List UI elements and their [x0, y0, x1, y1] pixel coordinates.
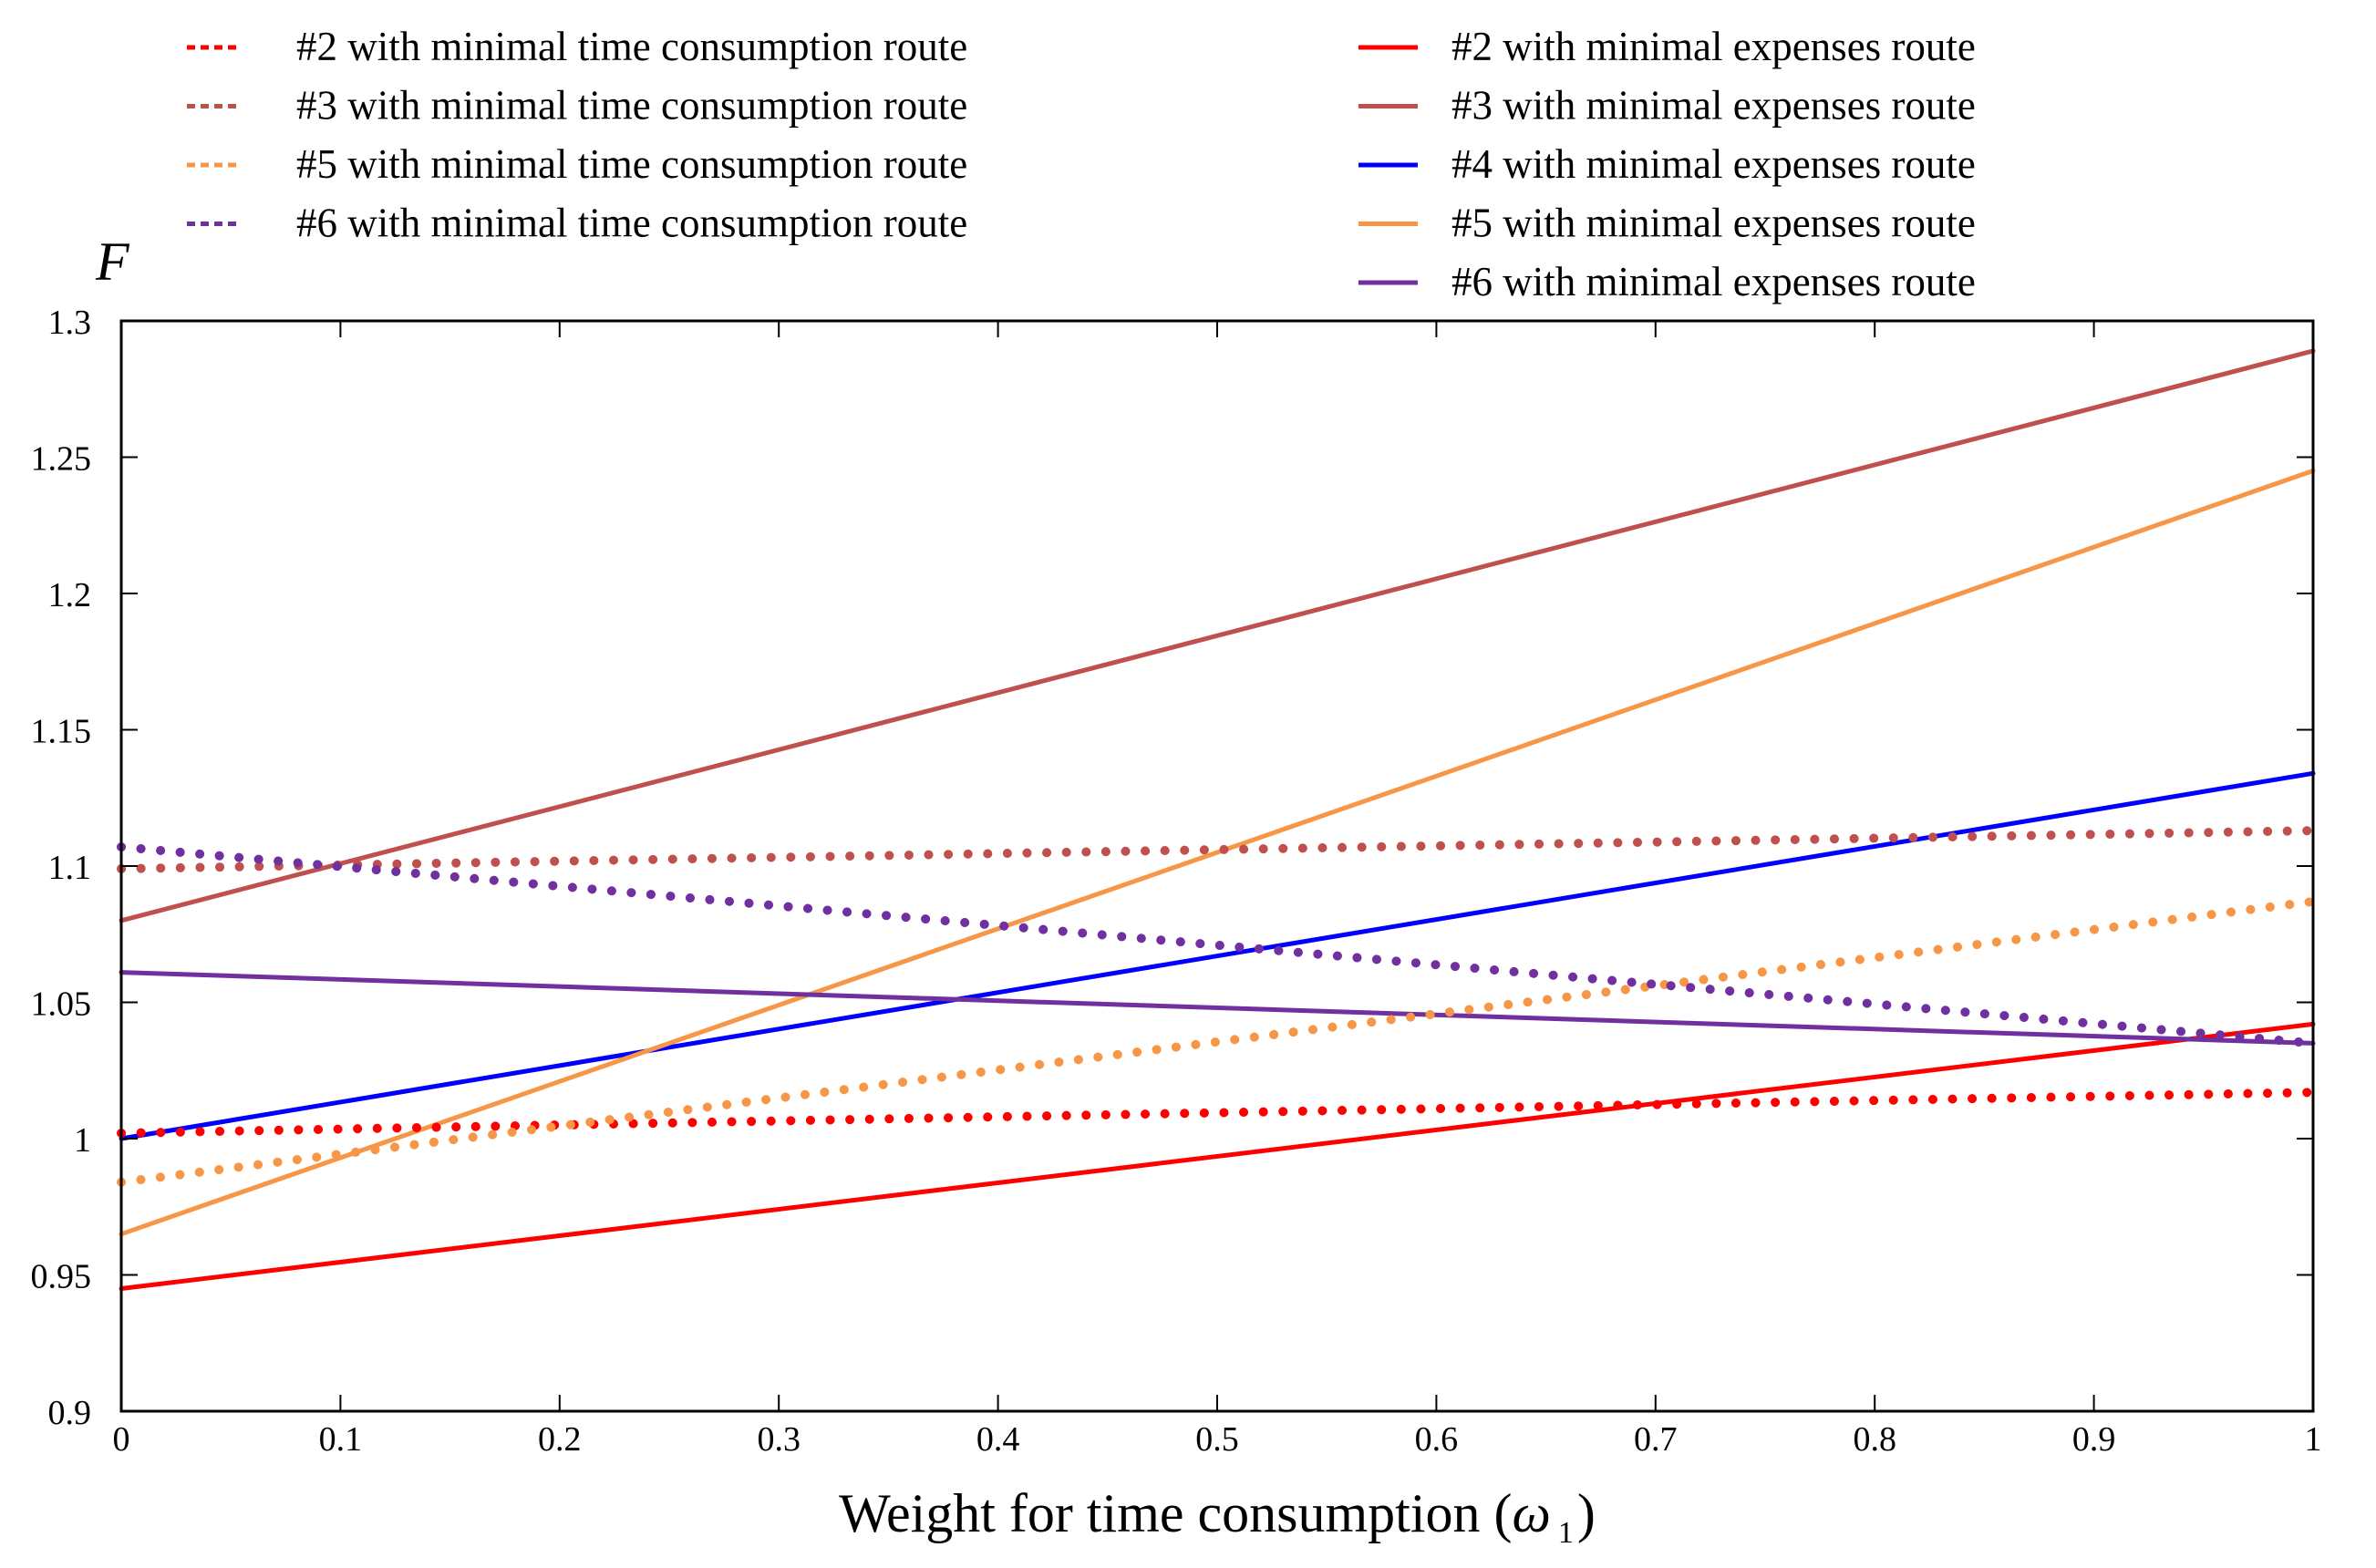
y-tick-label: 0.9: [48, 1394, 92, 1432]
y-tick-label: 1.1: [48, 849, 92, 887]
x-tick-label: 1: [2305, 1420, 2322, 1459]
legend-item: #2 with minimal time consumption route: [187, 24, 967, 69]
y-tick-label: 1.2: [48, 576, 92, 614]
y-tick-label: 0.95: [31, 1258, 92, 1296]
x-tick-label: 0.8: [1853, 1420, 1896, 1459]
series-line-6-with-minimal-time-consumption-route: [117, 842, 2318, 1048]
x-tick-label: 0.1: [319, 1420, 363, 1459]
series-line-3-with-minimal-expenses-route: [119, 348, 2316, 923]
x-axis-title-text: Weight for time consumption (ω 1): [839, 1483, 1596, 1550]
y-tick-label: 1.05: [31, 985, 92, 1024]
x-tick-label: 0: [113, 1420, 130, 1459]
legend-item: #2 with minimal expenses route: [1358, 24, 1976, 69]
legend-label: #3 with minimal expenses route: [1451, 83, 1976, 129]
legend-label: #4 with minimal expenses route: [1451, 141, 1976, 187]
legend-label: #2 with minimal expenses route: [1451, 24, 1976, 69]
legend-item: #3 with minimal time consumption route: [187, 83, 967, 129]
legend-label: #2 with minimal time consumption route: [296, 24, 967, 69]
legend-item: #3 with minimal expenses route: [1358, 83, 1976, 129]
legend-label: #5 with minimal expenses route: [1451, 201, 1976, 246]
legend: #2 with minimal time consumption route #3…: [187, 24, 1976, 304]
legend-label: #3 with minimal time consumption route: [296, 83, 967, 129]
y-tick-label: 1.15: [31, 713, 92, 751]
series-line-2-with-minimal-expenses-route: [119, 1021, 2316, 1291]
x-tick-label: 0.2: [538, 1420, 582, 1459]
x-tick-label: 0.9: [2072, 1420, 2116, 1459]
axis-ticks: 0 0.1 0.2 0.3 0.4 0.5 0.6 0.7 0.8 0.9 1 0.9 0.95 1 1.0…: [31, 304, 2322, 1459]
x-tick-label: 0.5: [1195, 1420, 1239, 1459]
series-line-5-with-minimal-expenses-route: [119, 468, 2316, 1237]
plot-series: [117, 348, 2318, 1291]
series-line-6-with-minimal-expenses-route: [119, 970, 2316, 1046]
x-tick-label: 0.3: [757, 1420, 801, 1459]
x-axis-title: Weight for time consumption (ω 1): [839, 1483, 1596, 1550]
y-tick-label: 1.25: [31, 440, 92, 479]
series-line-5-with-minimal-time-consumption-route: [117, 896, 2318, 1187]
series-line-4-with-minimal-expenses-route: [119, 770, 2316, 1141]
legend-item: #6 with minimal time consumption route: [187, 201, 967, 246]
x-tick-label: 0.4: [976, 1420, 1020, 1459]
legend-item: #5 with minimal time consumption route: [187, 141, 967, 187]
legend-item: #6 with minimal expenses route: [1358, 259, 1976, 304]
series-line-2-with-minimal-time-consumption-route: [117, 1088, 2318, 1138]
legend-label: #6 with minimal expenses route: [1451, 259, 1976, 304]
y-tick-label: 1: [74, 1121, 91, 1160]
x-tick-label: 0.6: [1415, 1420, 1459, 1459]
legend-item: #5 with minimal expenses route: [1358, 201, 1976, 246]
legend-label: #6 with minimal time consumption route: [296, 201, 967, 246]
y-tick-label: 1.3: [48, 304, 92, 342]
y-axis-title: F: [95, 232, 130, 292]
x-tick-label: 0.7: [1634, 1420, 1678, 1459]
legend-item: #4 with minimal expenses route: [1358, 141, 1976, 187]
legend-label: #5 with minimal time consumption route: [296, 141, 967, 187]
